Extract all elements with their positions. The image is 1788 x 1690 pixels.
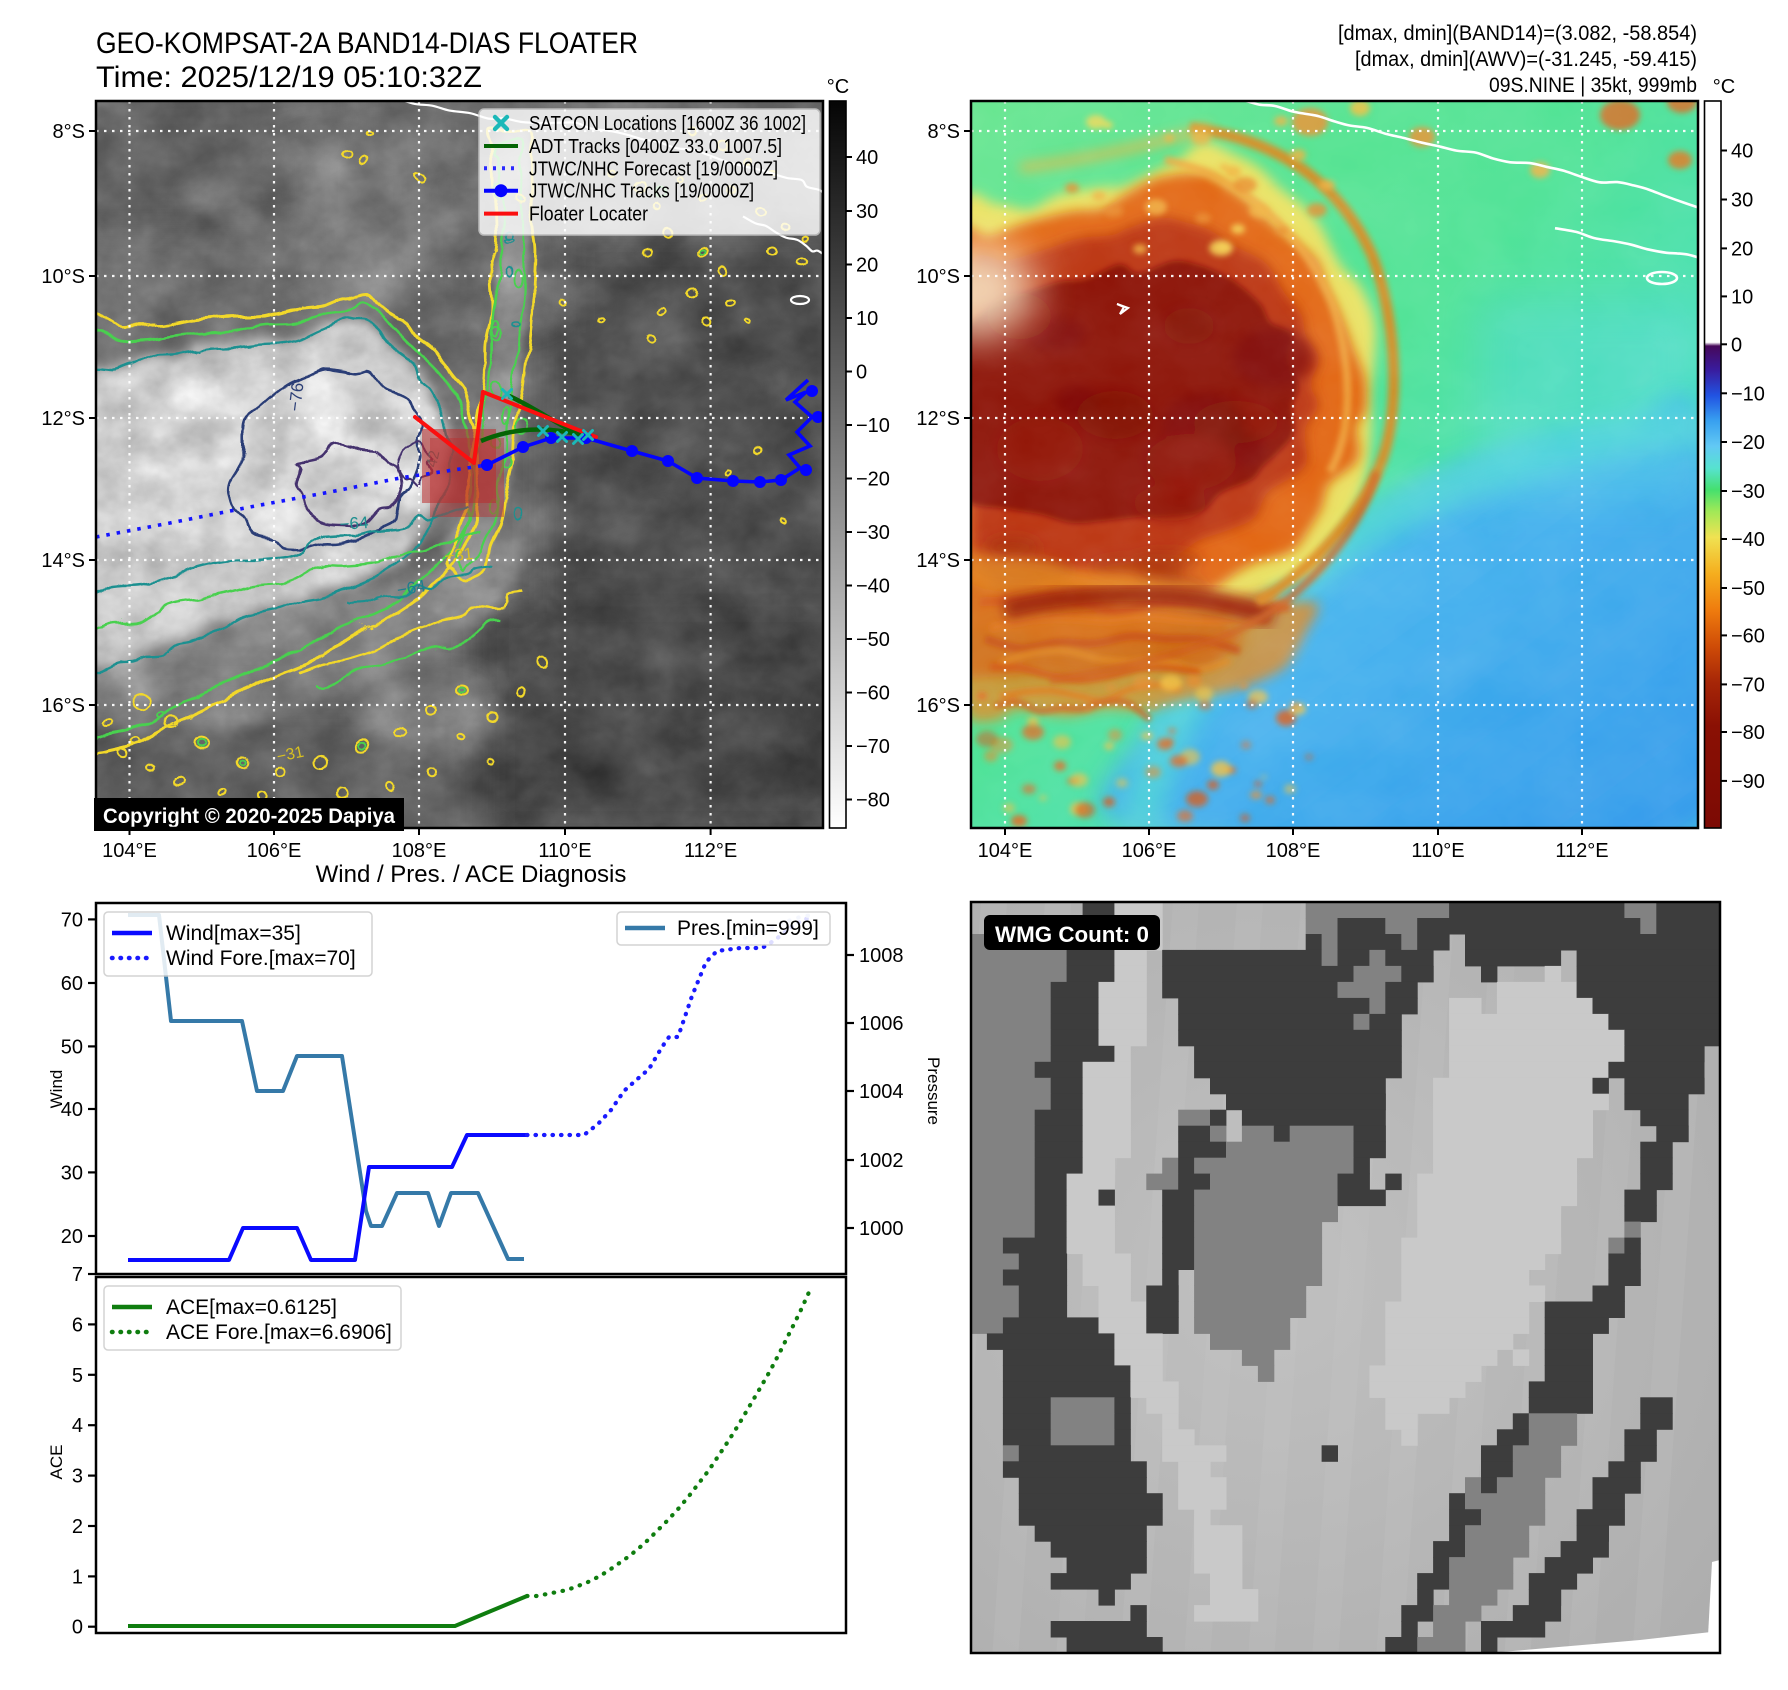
svg-text:50: 50 [61, 1036, 83, 1058]
svg-text:Wind: Wind [47, 1070, 66, 1109]
svg-text:−70: −70 [856, 736, 890, 758]
svg-text:−76: −76 [285, 382, 307, 413]
svg-text:40: 40 [61, 1099, 83, 1121]
svg-text:ACE: ACE [47, 1445, 66, 1480]
svg-text:1000: 1000 [859, 1218, 904, 1240]
svg-text:−60: −60 [856, 683, 890, 705]
svg-text:10°S: 10°S [41, 266, 85, 288]
svg-text:40: 40 [856, 147, 878, 169]
svg-text:1004: 1004 [859, 1081, 904, 1103]
svg-text:Copyright © 2020-2025 Dapiya: Copyright © 2020-2025 Dapiya [103, 805, 395, 828]
svg-text:0: 0 [856, 362, 867, 384]
svg-text:8°S: 8°S [53, 121, 85, 143]
svg-text:0: 0 [1731, 334, 1742, 356]
svg-text:1006: 1006 [859, 1013, 904, 1035]
svg-text:6: 6 [72, 1314, 83, 1336]
svg-text:112°E: 112°E [1555, 840, 1608, 862]
svg-text:16°S: 16°S [916, 695, 960, 717]
svg-text:−64: −64 [339, 513, 369, 534]
svg-text:−50: −50 [1731, 578, 1765, 600]
svg-text:GEO-KOMPSAT-2A BAND14-DIAS FLO: GEO-KOMPSAT-2A BAND14-DIAS FLOATER [96, 27, 638, 60]
svg-text:20: 20 [61, 1226, 83, 1248]
svg-text:0: 0 [72, 1617, 83, 1639]
svg-text:1002: 1002 [859, 1150, 904, 1172]
svg-text:2: 2 [72, 1516, 83, 1538]
svg-text:20: 20 [856, 255, 878, 277]
svg-text:−70: −70 [1731, 674, 1765, 696]
svg-text:−90: −90 [1731, 771, 1765, 793]
svg-text:7: 7 [72, 1264, 83, 1286]
svg-text:8°S: 8°S [928, 121, 960, 143]
svg-text:110°E: 110°E [1411, 840, 1464, 862]
svg-text:09S.NINE | 35kt, 999mb: 09S.NINE | 35kt, 999mb [1489, 74, 1697, 97]
svg-text:Wind / Pres. / ACE Diagnosis: Wind / Pres. / ACE Diagnosis [316, 861, 627, 888]
svg-text:Pressure: Pressure [924, 1057, 943, 1125]
svg-text:10: 10 [856, 308, 878, 330]
svg-text:−40: −40 [1731, 529, 1765, 551]
svg-text:ACE[max=0.6125]: ACE[max=0.6125] [166, 1296, 337, 1319]
svg-text:12°S: 12°S [41, 408, 85, 430]
svg-text:−30: −30 [856, 522, 890, 544]
svg-text:Wind Fore.[max=70]: Wind Fore.[max=70] [166, 947, 356, 970]
svg-text:JTWC/NHC Forecast [19/0000Z]: JTWC/NHC Forecast [19/0000Z] [529, 158, 778, 180]
svg-text:106°E: 106°E [1122, 840, 1177, 862]
svg-text:−80: −80 [1731, 722, 1765, 744]
svg-text:−40: −40 [856, 576, 890, 598]
svg-text:112°E: 112°E [684, 840, 737, 862]
svg-text:40: 40 [1731, 141, 1753, 163]
svg-text:10°S: 10°S [916, 266, 960, 288]
svg-text:−80: −80 [856, 790, 890, 812]
svg-text:Floater Locater: Floater Locater [529, 204, 648, 226]
svg-text:30: 30 [61, 1162, 83, 1184]
svg-text:104°E: 104°E [978, 840, 1033, 862]
svg-text:108°E: 108°E [392, 840, 447, 862]
svg-text:110°E: 110°E [538, 840, 591, 862]
svg-text:16°S: 16°S [41, 695, 85, 717]
svg-text:Wind[max=35]: Wind[max=35] [166, 922, 301, 945]
svg-text:10: 10 [1731, 286, 1753, 308]
svg-text:106°E: 106°E [247, 840, 302, 862]
svg-text:Pres.[min=999]: Pres.[min=999] [677, 917, 819, 940]
svg-text:20: 20 [1731, 238, 1753, 260]
svg-text:°C: °C [827, 76, 849, 98]
svg-text:−10: −10 [856, 415, 890, 437]
svg-text:4: 4 [72, 1415, 83, 1437]
svg-text:12°S: 12°S [916, 408, 960, 430]
svg-text:60: 60 [61, 973, 83, 995]
svg-text:−20: −20 [856, 469, 890, 491]
svg-text:−50: −50 [856, 629, 890, 651]
svg-text:−60: −60 [1731, 625, 1765, 647]
svg-text:1: 1 [72, 1566, 83, 1588]
svg-text:104°E: 104°E [102, 840, 157, 862]
svg-text:14°S: 14°S [41, 550, 85, 572]
svg-text:ACE Fore.[max=6.6906]: ACE Fore.[max=6.6906] [166, 1321, 392, 1344]
svg-text:1008: 1008 [859, 945, 904, 967]
svg-text:[dmax, dmin](AWV)=(-31.245, -5: [dmax, dmin](AWV)=(-31.245, -59.415) [1355, 48, 1697, 71]
svg-text:14°S: 14°S [916, 550, 960, 572]
svg-text:SATCON Locations [1600Z 36 100: SATCON Locations [1600Z 36 1002] [529, 113, 806, 135]
svg-text:[dmax, dmin](BAND14)=(3.082, -: [dmax, dmin](BAND14)=(3.082, -58.854) [1338, 22, 1697, 45]
svg-text:−31: −31 [443, 544, 474, 566]
svg-text:−30: −30 [1731, 481, 1765, 503]
svg-text:−20: −20 [1731, 432, 1765, 454]
svg-text:ADT Tracks [0400Z 33.0 1007.5]: ADT Tracks [0400Z 33.0 1007.5] [529, 136, 782, 158]
svg-text:5: 5 [72, 1365, 83, 1387]
svg-text:108°E: 108°E [1266, 840, 1321, 862]
svg-text:3: 3 [72, 1466, 83, 1488]
svg-text:30: 30 [856, 201, 878, 223]
svg-text:JTWC/NHC Tracks [19/0000Z]: JTWC/NHC Tracks [19/0000Z] [529, 181, 754, 203]
svg-text:30: 30 [1731, 190, 1753, 212]
svg-text:°C: °C [1713, 76, 1735, 98]
svg-text:−31: −31 [275, 744, 305, 766]
svg-text:−10: −10 [1731, 383, 1765, 405]
svg-text:Time: 2025/12/19 05:10:32Z: Time: 2025/12/19 05:10:32Z [96, 61, 482, 94]
svg-text:WMG Count: 0: WMG Count: 0 [995, 922, 1149, 947]
svg-text:70: 70 [61, 909, 83, 931]
